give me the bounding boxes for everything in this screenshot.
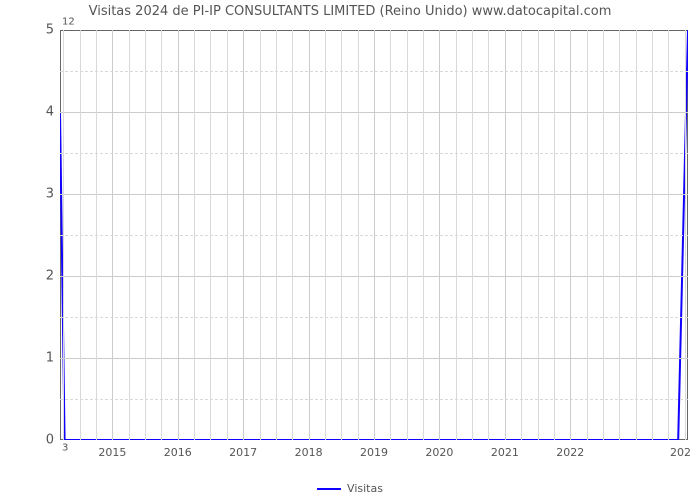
- x-minor-gridline: [456, 30, 457, 440]
- x-minor-gridline: [341, 30, 342, 440]
- plot-area: [60, 30, 688, 440]
- x-minor-gridline: [538, 30, 539, 440]
- x-major-gridline: [309, 30, 310, 440]
- legend-label: Visitas: [347, 482, 383, 495]
- x-major-gridline: [178, 30, 179, 440]
- x-minor-gridline: [587, 30, 588, 440]
- x-end-label: 202: [670, 446, 691, 459]
- legend-swatch: [317, 488, 341, 490]
- chart-container: Visitas 2024 de PI-IP CONSULTANTS LIMITE…: [0, 0, 700, 500]
- legend: Visitas: [0, 482, 700, 495]
- x-minor-gridline: [407, 30, 408, 440]
- x-minor-gridline: [521, 30, 522, 440]
- x-minor-gridline: [488, 30, 489, 440]
- x-tick-label: 2016: [164, 446, 192, 459]
- x-minor-gridline: [292, 30, 293, 440]
- y-tick-label: 5: [32, 23, 54, 38]
- x-minor-gridline: [227, 30, 228, 440]
- x-minor-gridline: [96, 30, 97, 440]
- x-minor-gridline: [358, 30, 359, 440]
- x-minor-gridline: [685, 30, 686, 440]
- y-tick-label: 4: [32, 105, 54, 120]
- x-minor-gridline: [129, 30, 130, 440]
- x-minor-gridline: [603, 30, 604, 440]
- y-tick-label: 2: [32, 269, 54, 284]
- x-minor-gridline: [423, 30, 424, 440]
- x-minor-gridline: [276, 30, 277, 440]
- chart-title: Visitas 2024 de PI-IP CONSULTANTS LIMITE…: [0, 4, 700, 19]
- x-major-gridline: [374, 30, 375, 440]
- x-minor-gridline: [472, 30, 473, 440]
- x-minor-gridline: [619, 30, 620, 440]
- x-minor-gridline: [145, 30, 146, 440]
- x-major-gridline: [439, 30, 440, 440]
- x-major-gridline: [570, 30, 571, 440]
- x-major-gridline: [112, 30, 113, 440]
- x-major-gridline: [243, 30, 244, 440]
- x-tick-label: 2021: [491, 446, 519, 459]
- x-tick-label: 2018: [295, 446, 323, 459]
- y-tick-label: 0: [32, 433, 54, 448]
- x-tick-label: 2022: [556, 446, 584, 459]
- x-minor-gridline: [194, 30, 195, 440]
- x-minor-gridline: [668, 30, 669, 440]
- x-tick-label: 2019: [360, 446, 388, 459]
- y-tick-label: 3: [32, 187, 54, 202]
- y-tick-label: 1: [32, 351, 54, 366]
- x-minor-gridline: [652, 30, 653, 440]
- x-tick-label: 2020: [425, 446, 453, 459]
- x-minor-gridline: [260, 30, 261, 440]
- y-inner-label: 12: [62, 17, 75, 28]
- x-minor-gridline: [80, 30, 81, 440]
- y-inner-label: 3: [62, 443, 68, 454]
- x-major-gridline: [505, 30, 506, 440]
- x-tick-label: 2017: [229, 446, 257, 459]
- x-minor-gridline: [636, 30, 637, 440]
- x-minor-gridline: [554, 30, 555, 440]
- x-minor-gridline: [390, 30, 391, 440]
- x-minor-gridline: [210, 30, 211, 440]
- x-tick-label: 2015: [98, 446, 126, 459]
- x-minor-gridline: [63, 30, 64, 440]
- x-minor-gridline: [161, 30, 162, 440]
- x-minor-gridline: [325, 30, 326, 440]
